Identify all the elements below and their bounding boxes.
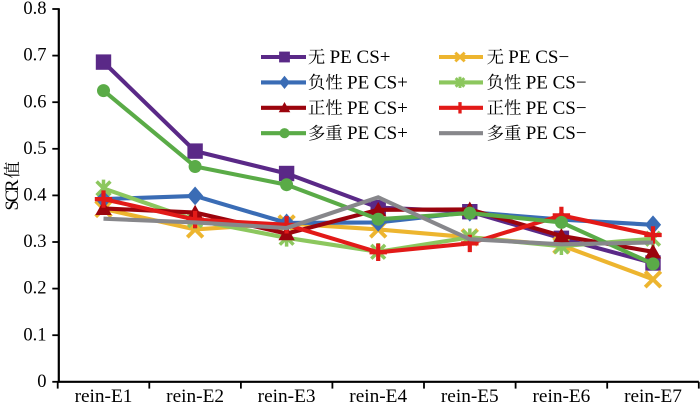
svg-text:rein-E2: rein-E2	[166, 386, 224, 403]
svg-text:PE CS−: PE CS−	[526, 72, 587, 93]
svg-text:rein-E6: rein-E6	[532, 386, 590, 403]
svg-text:0.6: 0.6	[23, 92, 46, 112]
svg-text:rein-E5: rein-E5	[441, 386, 499, 403]
svg-text:PE CS+: PE CS+	[347, 98, 408, 119]
svg-text:0.3: 0.3	[23, 232, 46, 252]
svg-text:0.5: 0.5	[23, 139, 46, 159]
svg-text:0.1: 0.1	[23, 325, 46, 345]
svg-text:PE CS+: PE CS+	[347, 72, 408, 93]
svg-text:rein-E4: rein-E4	[349, 386, 407, 403]
svg-text:SCR: SCR	[3, 179, 23, 211]
svg-text:PE CS+: PE CS+	[330, 47, 391, 68]
svg-text:0.7: 0.7	[23, 46, 46, 66]
svg-text:PE CS+: PE CS+	[347, 123, 408, 144]
svg-text:rein-E7: rein-E7	[624, 386, 682, 403]
svg-text:PE CS−: PE CS−	[508, 47, 569, 68]
svg-text:0.2: 0.2	[23, 279, 46, 299]
svg-text:0.4: 0.4	[23, 186, 46, 206]
svg-text:PE CS−: PE CS−	[526, 123, 587, 144]
svg-text:PE CS−: PE CS−	[526, 98, 587, 119]
svg-text:rein-E3: rein-E3	[258, 386, 316, 403]
svg-text:0.8: 0.8	[23, 0, 46, 19]
svg-text:0: 0	[37, 372, 46, 392]
svg-text:rein-E1: rein-E1	[75, 386, 133, 403]
